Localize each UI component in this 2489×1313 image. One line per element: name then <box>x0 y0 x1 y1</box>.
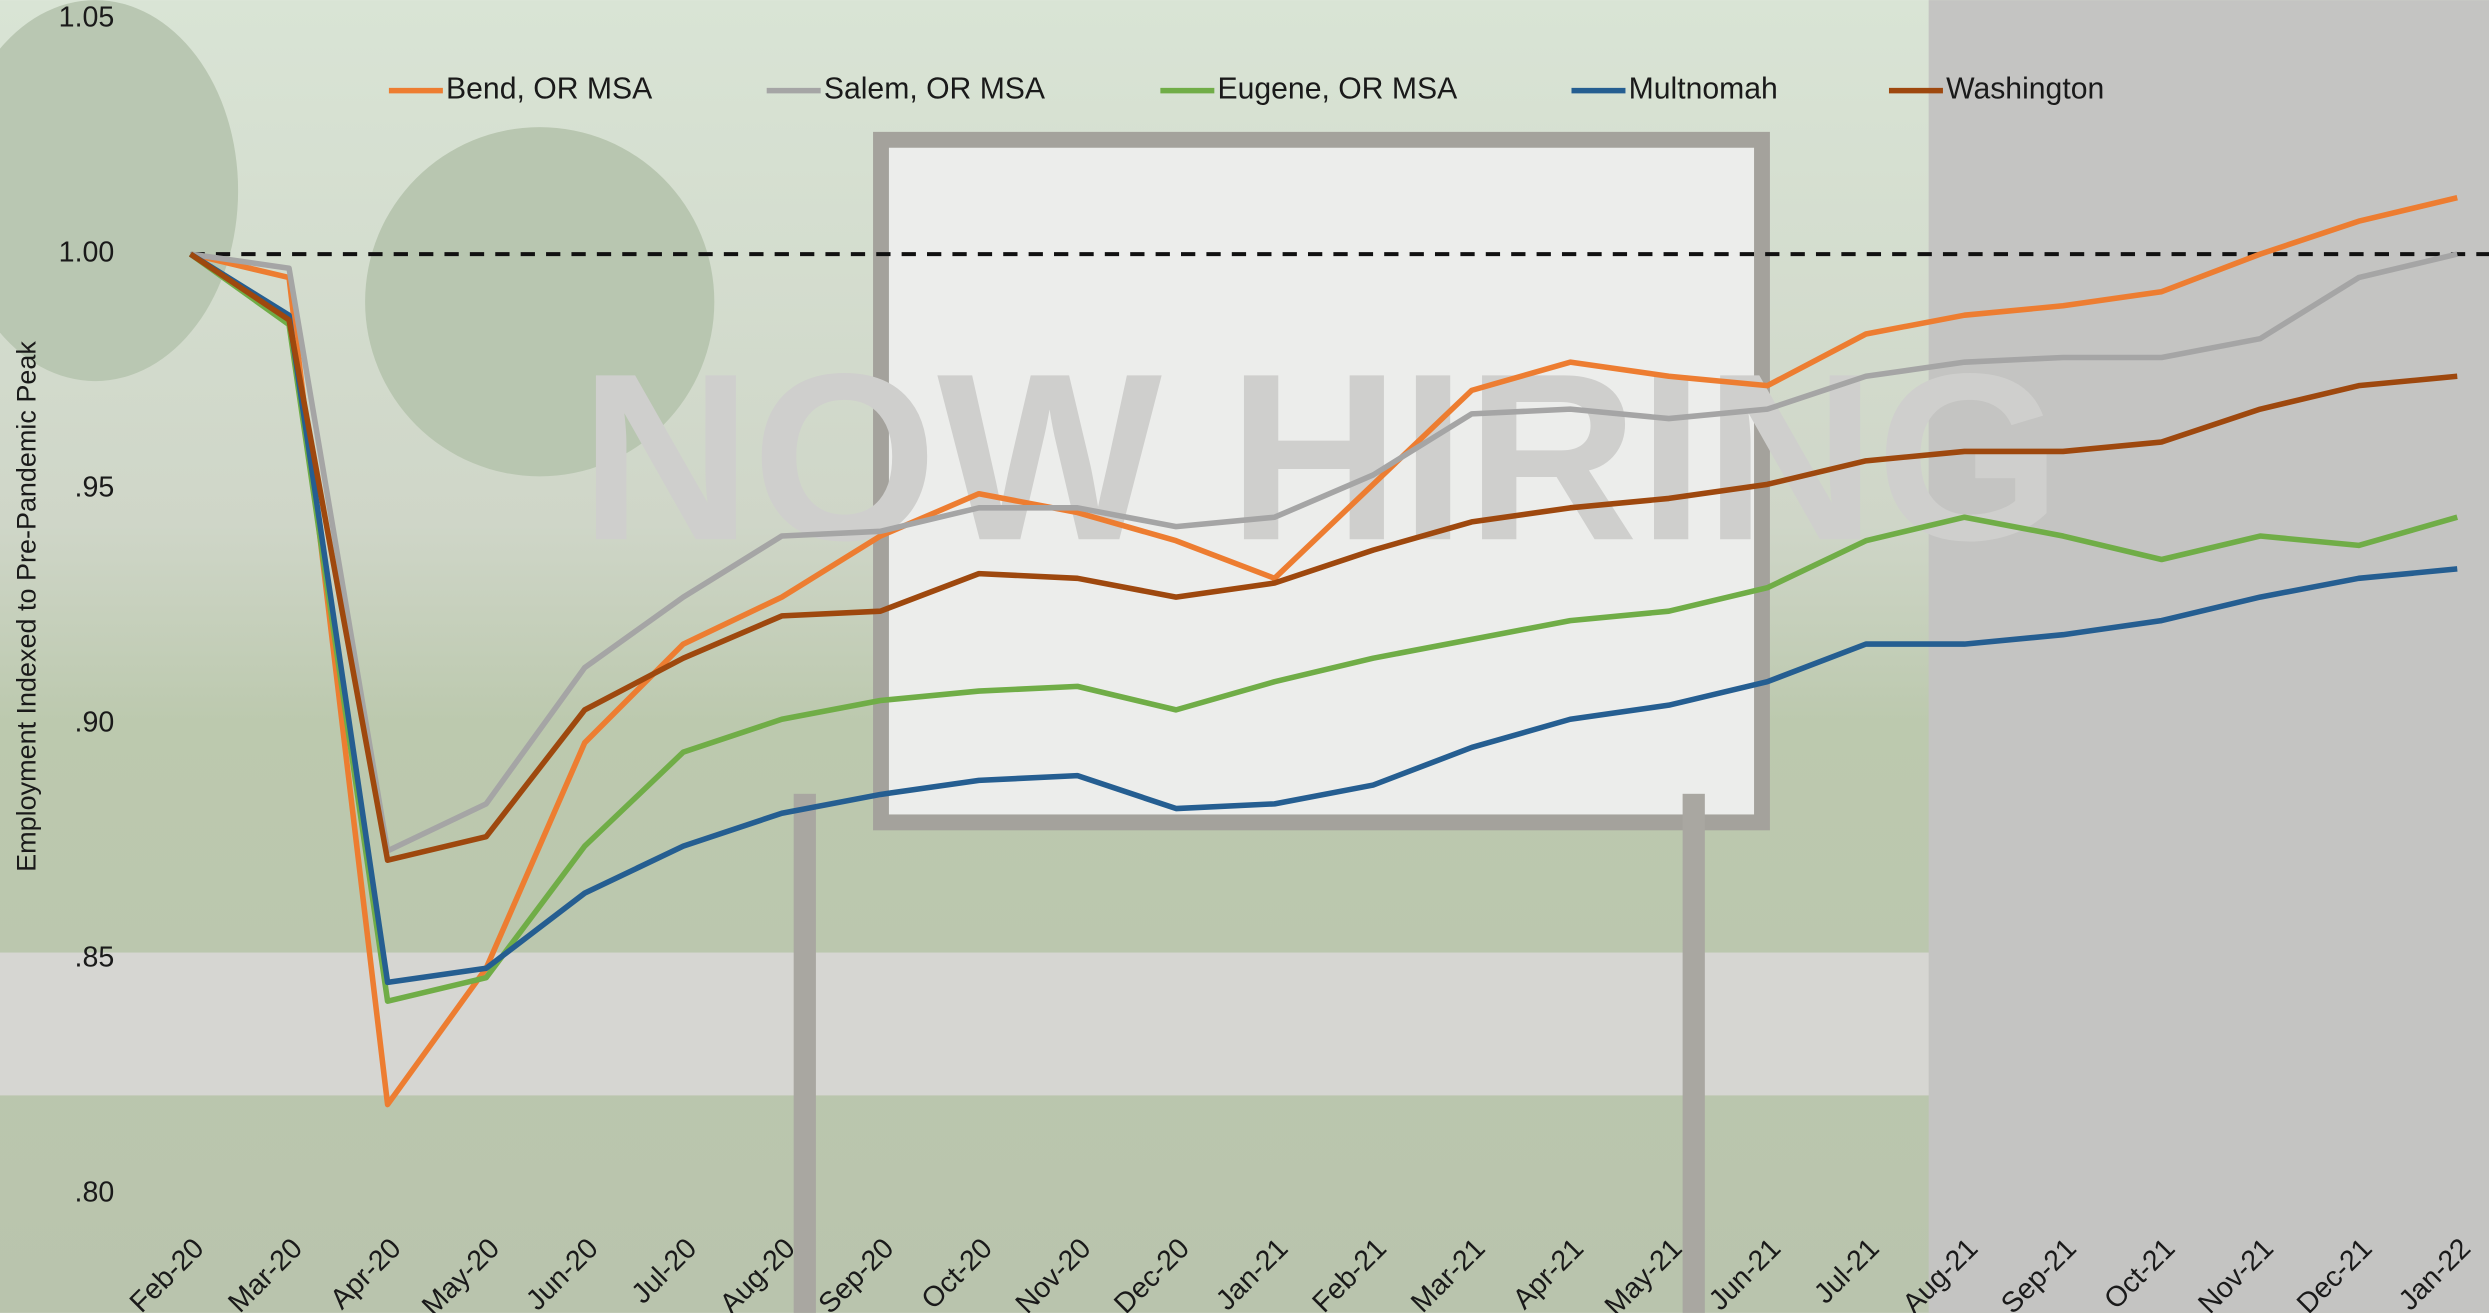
y-tick-label: .80 <box>75 1176 115 1208</box>
y-tick-label: 1.05 <box>59 2 115 34</box>
sign-post <box>1683 794 1705 1313</box>
y-tick-label: .90 <box>75 707 115 739</box>
sign-post <box>794 794 816 1313</box>
legend-label: Salem, OR MSA <box>824 73 1046 106</box>
pillar <box>1929 0 2489 1313</box>
y-axis-label: Employment Indexed to Pre-Pandemic Peak <box>12 341 42 872</box>
sign-text: NOW HIRING <box>580 324 2061 590</box>
legend-label: Eugene, OR MSA <box>1218 73 1459 106</box>
y-tick-label: 1.00 <box>59 237 115 269</box>
legend-label: Washington <box>1946 73 2104 106</box>
legend-label: Multnomah <box>1629 73 1778 106</box>
legend-label: Bend, OR MSA <box>446 73 653 106</box>
y-tick-label: .85 <box>75 941 115 973</box>
chart: NOW HIRING Employment Indexed to Pre-Pan… <box>0 0 2489 1313</box>
page: {"chart_data": { "type": "line", "backgr… <box>0 0 2489 1313</box>
y-tick-label: .95 <box>75 472 115 504</box>
